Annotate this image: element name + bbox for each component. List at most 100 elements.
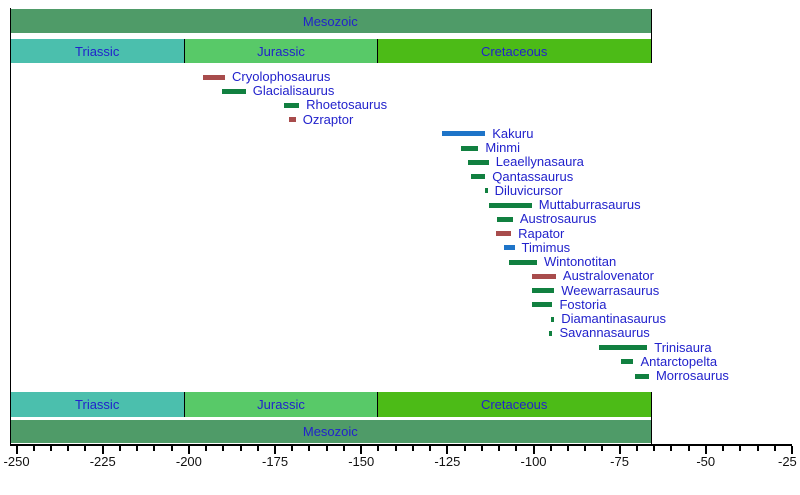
- taxon-bar-trinisaura: [598, 345, 648, 351]
- axis-tick-label: -225: [89, 454, 116, 469]
- axis-minor-tick: [463, 446, 466, 451]
- axis-major-tick: [446, 446, 449, 454]
- axis-minor-tick: [256, 446, 259, 451]
- axis-minor-tick: [773, 446, 776, 451]
- axis-tick-label: -100: [520, 454, 547, 469]
- taxon-label-muttaburrasaurus: Muttaburrasaurus: [538, 197, 641, 213]
- taxon-bar-wintonotitan: [509, 259, 537, 265]
- period-label-jurassic-top: Jurassic: [257, 43, 305, 59]
- axis-minor-tick: [377, 446, 380, 451]
- mesozoic-band-bottom: Mesozoic: [10, 419, 651, 443]
- taxon-label-antarctopelta: Antarctopelta: [640, 353, 718, 369]
- period-jurassic-bottom: Jurassic: [184, 392, 377, 417]
- axis-minor-tick: [670, 446, 673, 451]
- taxon-label-australovenator: Australovenator: [562, 268, 654, 284]
- axis-minor-tick: [222, 446, 225, 451]
- taxon-label-trinisaura: Trinisaura: [654, 339, 712, 355]
- axis-tick-label: -50: [696, 454, 716, 469]
- axis-tick-label: -150: [348, 454, 375, 469]
- axis-minor-tick: [566, 446, 569, 451]
- axis-minor-tick: [118, 446, 121, 451]
- axis-tick-label: -250: [3, 454, 30, 469]
- axis-minor-tick: [653, 446, 656, 451]
- axis-minor-tick: [635, 446, 638, 451]
- axis-minor-tick: [429, 446, 432, 451]
- axis-minor-tick: [549, 446, 552, 451]
- period-triassic-bottom: Triassic: [10, 392, 185, 417]
- taxon-label-rapator: Rapator: [518, 225, 565, 241]
- taxon-bar-minmi: [461, 145, 479, 151]
- taxon-label-morrosaurus: Morrosaurus: [655, 368, 729, 384]
- taxon-label-ozraptor: Ozraptor: [302, 111, 354, 127]
- axis-tick-label: -75: [610, 454, 629, 469]
- taxon-label-minmi: Minmi: [485, 140, 521, 156]
- taxon-label-savannasaurus: Savannasaurus: [559, 325, 650, 341]
- period-label-triassic-bottom: Triassic: [75, 397, 120, 412]
- taxon-bar-australovenator: [531, 273, 556, 279]
- taxon-label-diamantinasaurus: Diamantinasaurus: [561, 311, 666, 327]
- taxon-label-timimus: Timimus: [521, 239, 571, 255]
- axis-minor-tick: [84, 446, 87, 451]
- taxon-bar-rhoetosaurus: [283, 102, 300, 108]
- era-label-bottom: Mesozoic: [302, 423, 358, 439]
- axis-minor-tick: [308, 446, 311, 451]
- axis-minor-tick: [205, 446, 208, 451]
- axis-major-tick: [15, 446, 18, 454]
- band-end-border-bottom: [650, 392, 653, 446]
- axis-major-tick: [274, 446, 277, 454]
- taxon-bar-ozraptor: [288, 117, 296, 123]
- taxon-bar-timimus: [504, 245, 515, 251]
- taxon-label-austrosaurus: Austrosaurus: [519, 211, 597, 227]
- taxon-bar-leaellynasaura: [468, 159, 489, 165]
- period-label-cretaceous-bottom: Cretaceous: [480, 397, 548, 412]
- period-label-jurassic-bottom: Jurassic: [257, 397, 305, 412]
- axis-major-tick: [618, 446, 621, 454]
- period-cretaceous-bottom: Cretaceous: [376, 392, 651, 417]
- taxon-bar-cryolophosaurus: [202, 74, 226, 80]
- taxon-bar-diamantinasaurus: [550, 316, 555, 322]
- axis-minor-tick: [687, 446, 690, 451]
- taxon-label-weewarrasaurus: Weewarrasaurus: [561, 282, 660, 298]
- axis-minor-tick: [291, 446, 294, 451]
- band-end-border-top: [650, 9, 653, 63]
- axis-minor-tick: [480, 446, 483, 451]
- taxon-bar-rapator: [495, 231, 512, 237]
- axis-minor-tick: [394, 446, 397, 451]
- taxon-bar-fostoria: [531, 302, 553, 308]
- x-axis-line: [10, 444, 792, 446]
- axis-minor-tick: [239, 446, 242, 451]
- axis-minor-tick: [515, 446, 518, 451]
- taxon-label-diluvicursor: Diluvicursor: [494, 182, 563, 198]
- axis-tick-label: -175: [262, 454, 289, 469]
- era-label-top: Mesozoic: [302, 13, 358, 29]
- axis-tick-label: -125: [434, 454, 461, 469]
- axis-minor-tick: [153, 446, 156, 451]
- axis-major-tick: [101, 446, 104, 454]
- taxon-bar-austrosaurus: [497, 216, 513, 222]
- taxon-bar-antarctopelta: [621, 359, 634, 365]
- taxon-bar-kakuru: [442, 131, 486, 137]
- taxon-bar-glacialisaurus: [221, 88, 246, 94]
- mesozoic-band-top: Mesozoic: [10, 9, 651, 33]
- period-label-triassic-top: Triassic: [75, 43, 120, 59]
- axis-minor-tick: [739, 446, 742, 451]
- taxon-bar-savannasaurus: [549, 330, 553, 336]
- axis-minor-tick: [50, 446, 52, 451]
- taxon-label-leaellynasaura: Leaellynasaura: [495, 154, 584, 170]
- axis-minor-tick: [342, 446, 345, 451]
- plot-left-border: [9, 8, 11, 446]
- axis-major-tick: [187, 446, 190, 454]
- axis-minor-tick: [498, 446, 501, 451]
- axis-minor-tick: [325, 446, 328, 451]
- period-triassic-top: Triassic: [10, 39, 185, 63]
- taxon-label-glacialisaurus: Glacialisaurus: [252, 83, 335, 99]
- axis-minor-tick: [756, 446, 759, 451]
- period-cretaceous-top: Cretaceous: [376, 39, 651, 63]
- axis-major-tick: [532, 446, 535, 454]
- taxon-bar-diluvicursor: [485, 188, 488, 194]
- axis-minor-tick: [136, 446, 139, 451]
- axis-tick-label: -200: [175, 454, 202, 469]
- period-label-cretaceous-top: Cretaceous: [480, 43, 548, 59]
- axis-minor-tick: [32, 446, 35, 451]
